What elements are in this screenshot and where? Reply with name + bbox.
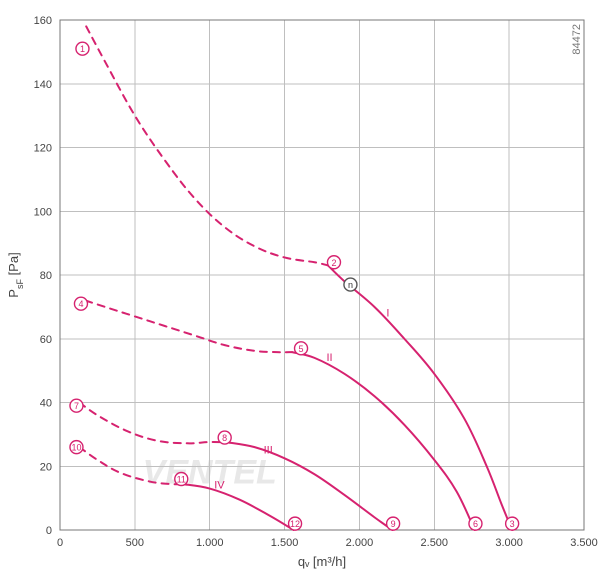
y-tick-label: 60 [40, 334, 52, 346]
x-tick-label: 1.500 [271, 537, 299, 549]
chart-svg: VENTEL05001.0001.5002.0002.5003.0003.500… [0, 0, 604, 575]
marker-label: n [348, 280, 353, 290]
x-tick-label: 0 [57, 537, 63, 549]
y-tick-label: 80 [40, 270, 52, 282]
marker-label: 2 [331, 258, 336, 268]
y-tick-label: 20 [40, 461, 52, 473]
marker-label: 8 [222, 433, 227, 443]
x-tick-label: 500 [126, 537, 144, 549]
chart-ref-id: 84472 [571, 24, 583, 55]
marker-label: 11 [177, 475, 186, 485]
x-axis-label: qᵥ [m³/h] [298, 554, 346, 569]
marker-label: 12 [290, 519, 300, 529]
y-tick-label: 120 [34, 143, 52, 155]
y-tick-label: 160 [34, 15, 52, 27]
marker-label: 4 [78, 299, 83, 309]
x-tick-label: 3.000 [495, 537, 523, 549]
x-tick-label: 3.500 [570, 537, 598, 549]
x-tick-label: 1.000 [196, 537, 224, 549]
y-tick-label: 140 [34, 79, 52, 91]
marker-label: 1 [80, 44, 85, 54]
y-tick-label: 0 [46, 525, 52, 537]
roman-label: III [264, 444, 273, 456]
roman-label: IV [214, 479, 225, 491]
x-tick-label: 2.500 [421, 537, 449, 549]
roman-label: I [386, 307, 389, 319]
fan-curve-chart: VENTEL05001.0001.5002.0002.5003.0003.500… [0, 0, 604, 575]
marker-label: 7 [74, 401, 79, 411]
marker-label: 9 [391, 519, 396, 529]
chart-bg [0, 0, 604, 575]
roman-label: II [326, 352, 332, 364]
y-tick-label: 100 [34, 206, 52, 218]
marker-label: 6 [473, 519, 478, 529]
marker-label: 10 [71, 443, 81, 453]
marker-label: 3 [510, 519, 515, 529]
x-tick-label: 2.000 [346, 537, 374, 549]
y-tick-label: 40 [40, 398, 52, 410]
marker-label: 5 [299, 344, 304, 354]
